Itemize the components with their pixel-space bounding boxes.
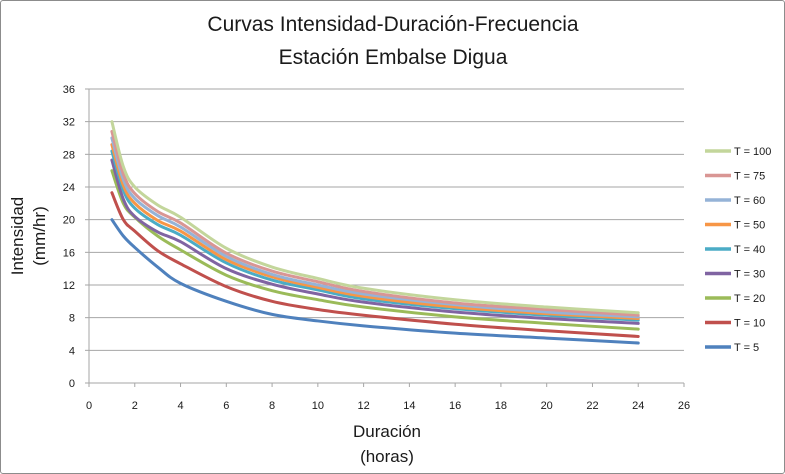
series-line-t30 [110,158,640,325]
legend: T = 100 T = 75 T = 60 T = 50 T = 40 T = 30 T =… [705,146,771,354]
legend-label: T = 30 [734,269,765,281]
x-tick-label: 14 [403,400,415,412]
series-line-t60 [110,136,640,319]
y-tick-label: 8 [69,313,75,325]
y-tick-label: 20 [63,215,75,227]
x-axis-label-line-2: (horas) [360,447,414,466]
series-line-t40 [110,149,640,322]
legend-label: T = 40 [734,244,765,256]
y-tick-labels: 0 4 8 12 16 20 24 28 32 36 [63,84,75,390]
y-tick-label: 12 [63,280,75,292]
y-axis-label-line-1: Intensidad [8,197,27,275]
series-line-t20 [110,169,640,331]
x-tick-label: 2 [132,400,138,412]
x-tick-label: 6 [223,400,229,412]
legend-label: T = 60 [734,195,765,207]
x-tick-label: 12 [357,400,369,412]
x-tick-labels: 0 2 4 6 8 10 12 14 16 18 20 22 24 26 [86,400,690,412]
legend-label: T = 10 [734,318,765,330]
y-tick-label: 28 [63,149,75,161]
x-tick-label: 24 [632,400,644,412]
legend-label: T = 100 [734,146,771,158]
y-tick-label: 36 [63,84,75,96]
y-tick-label: 24 [63,182,75,194]
x-axis-label-line-1: Duración [353,422,421,441]
legend-label: T = 75 [734,171,765,183]
series-line-t50 [110,143,640,320]
x-tick-label: 10 [312,400,324,412]
legend-label: T = 20 [734,293,765,305]
x-tick-label: 22 [586,400,598,412]
x-tick-label: 18 [495,400,507,412]
series-line-t100 [110,120,640,315]
series-line-t5 [110,218,640,345]
y-tick-label: 0 [69,378,75,390]
chart-title-line-1: Curvas Intensidad-Duración-Frecuencia [207,13,578,36]
y-tick-label: 4 [69,345,75,357]
x-tick-label: 4 [177,400,183,412]
x-tick-label: 26 [678,400,690,412]
chart-title-line-2: Estación Embalse Digua [279,46,508,69]
x-tick-label: 16 [449,400,461,412]
series-line-t75 [110,129,640,317]
x-tick-label: 20 [541,400,553,412]
series-line-t10 [110,191,640,338]
x-tick-label: 8 [269,400,275,412]
y-tick-label: 32 [63,117,75,129]
y-axis-label-line-2: (mm/hr) [30,206,49,265]
x-tick-label: 0 [86,400,92,412]
series-lines [110,120,640,345]
legend-label: T = 50 [734,220,765,232]
legend-label: T = 5 [734,342,759,354]
y-tick-label: 16 [63,247,75,259]
